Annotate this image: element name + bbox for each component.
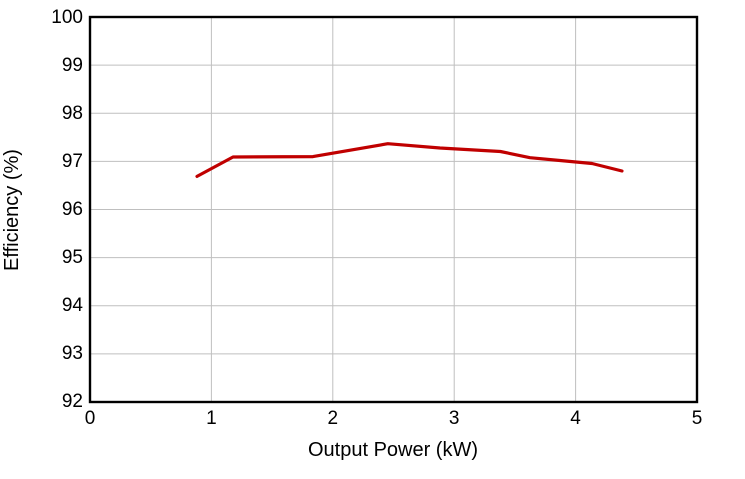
svg-text:93: 93 [62, 343, 83, 364]
svg-text:5: 5 [692, 408, 703, 429]
svg-text:92: 92 [62, 391, 83, 412]
svg-text:1: 1 [206, 408, 217, 429]
svg-text:Output Power (kW): Output Power (kW) [308, 439, 478, 461]
svg-text:100: 100 [51, 7, 83, 28]
svg-text:96: 96 [62, 199, 83, 220]
svg-text:4: 4 [570, 408, 581, 429]
svg-text:99: 99 [62, 55, 83, 76]
svg-text:0: 0 [85, 408, 96, 429]
svg-text:98: 98 [62, 103, 83, 124]
svg-text:3: 3 [449, 408, 460, 429]
svg-text:97: 97 [62, 151, 83, 172]
svg-text:2: 2 [328, 408, 339, 429]
svg-text:95: 95 [62, 247, 83, 268]
svg-text:Efficiency (%): Efficiency (%) [1, 149, 23, 271]
svg-text:94: 94 [62, 295, 84, 316]
